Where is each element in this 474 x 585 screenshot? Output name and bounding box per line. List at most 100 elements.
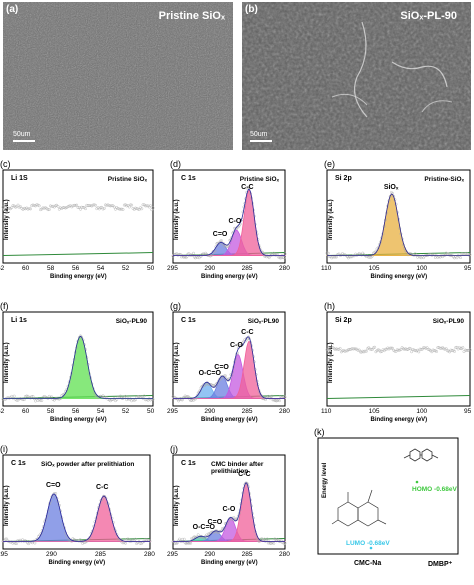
x-tick-label: 110 bbox=[321, 265, 332, 272]
sem-image-pl90: (b) SiOₓ-PL-90 50um bbox=[242, 2, 471, 150]
peak-label: C=O bbox=[214, 364, 229, 372]
cmc-molecule bbox=[331, 489, 387, 527]
raw-data-point bbox=[126, 537, 130, 541]
raw-data-point bbox=[104, 396, 107, 400]
raw-data-point bbox=[8, 540, 12, 544]
raw-data-point bbox=[53, 492, 56, 495]
raw-data-point bbox=[120, 207, 124, 211]
scale-bar bbox=[250, 140, 272, 142]
raw-data-point bbox=[140, 207, 144, 211]
sample-label: SiOₓ-PL90 bbox=[247, 318, 279, 325]
raw-data-point bbox=[208, 383, 212, 386]
raw-data-point bbox=[138, 541, 142, 545]
raw-data-point bbox=[12, 394, 16, 398]
y-axis-label: Intensity (a.u.) bbox=[174, 199, 180, 240]
y-axis-label: Intensity (a.u.) bbox=[328, 341, 334, 383]
raw-data-point bbox=[201, 384, 205, 388]
raw-data-point bbox=[2, 539, 6, 543]
panel-letter-e: (e) bbox=[324, 159, 335, 169]
raw-data-point bbox=[33, 541, 37, 545]
raw-data-point bbox=[222, 242, 225, 245]
raw-data-point bbox=[67, 204, 71, 208]
raw-data-point bbox=[326, 251, 330, 255]
x-axis-label: Binding energy (eV) bbox=[370, 274, 428, 280]
x-tick-label: 295 bbox=[167, 408, 178, 415]
raw-data-point bbox=[213, 385, 217, 388]
raw-data-point bbox=[130, 399, 134, 403]
raw-data-point bbox=[35, 537, 39, 541]
raw-data-point bbox=[50, 205, 54, 208]
x-axis-label: Binding energy (eV) bbox=[201, 560, 258, 566]
raw-data-point bbox=[5, 537, 9, 541]
panel-letter-c: (c) bbox=[0, 159, 11, 169]
raw-data-point bbox=[222, 526, 226, 530]
panel-letter-g: (g) bbox=[170, 301, 181, 311]
panel-letter-i: (i) bbox=[0, 444, 8, 454]
raw-data-point bbox=[459, 347, 462, 350]
fit-envelope bbox=[173, 336, 285, 399]
plot-frame bbox=[172, 311, 286, 407]
raw-data-point bbox=[104, 496, 108, 500]
raw-data-point bbox=[454, 346, 458, 349]
raw-data-point bbox=[275, 539, 279, 543]
scale-bar-label: 50um bbox=[250, 131, 268, 138]
sample-label: Pristine SiOₓ bbox=[107, 176, 147, 183]
raw-data-point bbox=[422, 346, 425, 350]
sample-label: Pristine SiOₓ bbox=[239, 176, 279, 183]
plot-frame bbox=[326, 311, 471, 407]
raw-data-point bbox=[31, 203, 35, 207]
raw-data-point bbox=[356, 349, 360, 352]
x-tick-label: 56 bbox=[72, 408, 80, 415]
raw-data-point bbox=[130, 203, 134, 207]
raw-data-point bbox=[390, 346, 393, 350]
raw-data-point bbox=[196, 533, 200, 537]
raw-data-point bbox=[444, 347, 448, 351]
raw-data-point bbox=[232, 516, 236, 519]
raw-data-point bbox=[182, 537, 186, 541]
raw-data-point bbox=[283, 252, 287, 256]
y-axis-label: Intensity (a.u.) bbox=[4, 199, 10, 240]
fit-envelope bbox=[3, 335, 153, 399]
x-tick-label: 52 bbox=[122, 265, 130, 272]
raw-data-point bbox=[114, 207, 117, 211]
raw-data-point bbox=[14, 205, 17, 209]
x-tick-label: 105 bbox=[368, 408, 380, 415]
raw-data-point bbox=[359, 350, 362, 354]
x-tick-label: 60 bbox=[22, 265, 30, 272]
raw-data-point bbox=[268, 541, 272, 545]
x-axis-label: Binding energy (eV) bbox=[50, 274, 107, 280]
peak-label: C=O bbox=[207, 519, 223, 527]
raw-data-point bbox=[459, 256, 462, 260]
raw-data-point bbox=[74, 204, 77, 207]
panel-a-title: Pristine SiOₓ bbox=[158, 10, 225, 22]
peak-label: C-C bbox=[238, 470, 251, 478]
element-label: Li 1S bbox=[11, 175, 28, 182]
panel-a-letter: (a) bbox=[6, 4, 19, 15]
element-label: C 1s bbox=[181, 460, 196, 467]
x-tick-label: 280 bbox=[279, 408, 290, 415]
raw-data-point bbox=[149, 204, 152, 208]
baseline bbox=[326, 394, 471, 399]
raw-data-point bbox=[344, 349, 348, 353]
energy-level-panel: (k) Energy level HOMO -0.68eV LUMO -0.68… bbox=[314, 427, 473, 585]
raw-data-point bbox=[112, 205, 116, 209]
raw-data-point bbox=[393, 349, 397, 353]
raw-data-point bbox=[137, 395, 141, 399]
peak-label: C=O bbox=[212, 230, 228, 238]
raw-data-point bbox=[94, 203, 97, 207]
raw-data-point bbox=[409, 347, 412, 351]
raw-data-point bbox=[84, 207, 87, 211]
xps-plot-c bbox=[1, 169, 155, 264]
raw-data-point bbox=[80, 205, 84, 209]
xps-plot-f bbox=[1, 311, 155, 407]
panel-letter-j: (j) bbox=[170, 444, 178, 454]
sem-texture bbox=[242, 2, 471, 150]
xps-panel-h: (h) Si 2p SiOₓ-PL90 Intensity (a.u.) 110 105 1… bbox=[321, 301, 472, 423]
x-tick-label: 285 bbox=[241, 265, 253, 272]
x-tick-label: 62 bbox=[0, 408, 5, 415]
raw-data-point bbox=[119, 394, 122, 398]
sample-label: CMC binder after prelithiation bbox=[211, 461, 264, 475]
raw-data-point bbox=[34, 399, 37, 403]
x-tick-label: 100 bbox=[416, 265, 428, 272]
raw-data-point bbox=[76, 206, 80, 209]
